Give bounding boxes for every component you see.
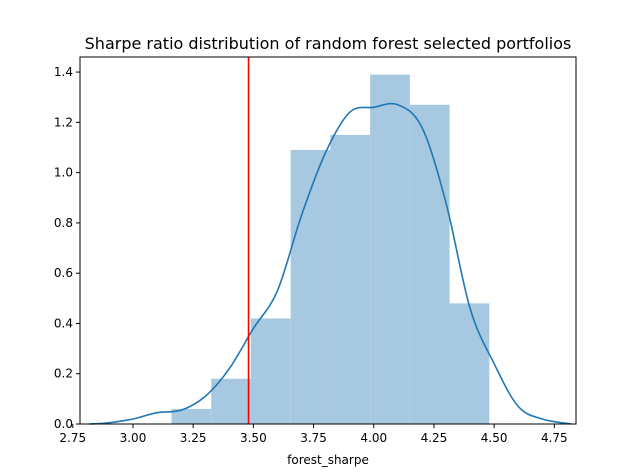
- x-tick-label: 3.00: [120, 431, 147, 445]
- y-tick-label: 1.2: [54, 115, 73, 129]
- x-axis-title: forest_sharpe: [287, 453, 369, 467]
- histogram-bar-4: [290, 150, 331, 425]
- x-axis: 2.75 3.00 3.25 3.50 3.75 4.00 4.25 4.50 4.75: [59, 424, 568, 445]
- y-tick-label: 0.4: [54, 316, 73, 330]
- chart-title: Sharpe ratio distribution of random fore…: [85, 34, 572, 53]
- y-tick-label: 0.2: [54, 367, 73, 381]
- y-tick-label: 1.0: [54, 166, 73, 180]
- x-tick-label: 4.00: [360, 431, 387, 445]
- kde-curve: [89, 102, 572, 425]
- x-tick-label: 3.75: [300, 431, 327, 445]
- x-tick-label: 4.75: [541, 431, 568, 445]
- histogram-bar-7: [409, 104, 450, 424]
- x-tick-label: 4.25: [421, 431, 448, 445]
- y-tick-label: 1.4: [54, 65, 73, 79]
- x-tick-label: 3.50: [240, 431, 267, 445]
- histogram-bar-2: [211, 378, 251, 424]
- histogram-bar-6: [370, 74, 410, 425]
- y-tick-label: 0.8: [54, 216, 73, 230]
- histogram-bar-1: [171, 408, 212, 424]
- x-tick-label: 4.50: [481, 431, 508, 445]
- y-axis: 0.0 0.2 0.4 0.6 0.8 1.0 1.2 1.4: [54, 65, 80, 431]
- y-tick-label: 0.0: [54, 417, 73, 431]
- histogram-bar-8: [449, 303, 490, 424]
- plot-area: [89, 57, 572, 425]
- histogram-bar-5: [330, 134, 371, 424]
- x-tick-label: 2.75: [59, 431, 86, 445]
- axes-frame: [79, 56, 577, 425]
- histogram-bar-3: [250, 318, 291, 424]
- y-tick-label: 0.6: [54, 266, 73, 280]
- x-tick-label: 3.25: [180, 431, 207, 445]
